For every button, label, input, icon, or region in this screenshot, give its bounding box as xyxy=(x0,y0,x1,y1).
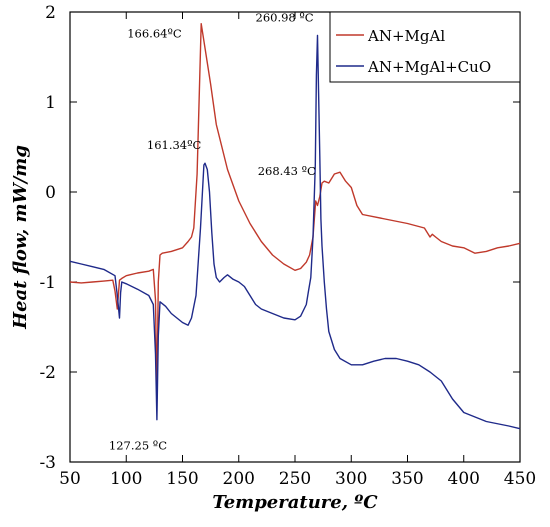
x-tick-label: 400 xyxy=(448,469,480,489)
y-tick-label: -3 xyxy=(39,453,56,473)
x-tick-label: 450 xyxy=(504,469,536,489)
x-tick-label: 350 xyxy=(391,469,423,489)
legend-label-an-mgal-cuo: AN+MgAl+CuO xyxy=(367,58,491,76)
x-tick-label: 250 xyxy=(279,469,311,489)
series-layer xyxy=(69,23,521,430)
annotation-label: 166.64ºC xyxy=(127,27,182,41)
y-tick-label: -1 xyxy=(39,273,56,293)
y-axis-title: Heat flow, mW/mg xyxy=(10,145,31,330)
annotation-label: 127.25 ºC xyxy=(109,439,167,453)
series-line-an-mgal-cuo xyxy=(69,34,521,430)
y-tick-label: 2 xyxy=(45,3,56,23)
x-tick-label: 100 xyxy=(110,469,142,489)
x-tick-label: 150 xyxy=(166,469,198,489)
tick-labels: 50 100 150 200 250 300 350 400 450 -3 -2 -1 0 1 2 xyxy=(39,3,536,489)
x-tick-label: 300 xyxy=(335,469,367,489)
y-tick-label: 1 xyxy=(45,93,56,113)
annotation-label: 161.34ºC xyxy=(147,138,202,152)
annotations: 166.64ºC 260.98 ºC 161.34ºC 268.43 ºC 127.25… xyxy=(109,10,316,452)
annotation-label: 260.98 ºC xyxy=(256,10,314,24)
annotation-label: 268.43 ºC xyxy=(258,164,316,178)
legend: AN+MgAl AN+MgAl+CuO xyxy=(329,11,521,83)
x-tick-label: 50 xyxy=(59,469,81,489)
y-tick-label: -2 xyxy=(39,363,56,383)
x-axis-title: Temperature, ºC xyxy=(212,492,378,513)
x-tick-label: 200 xyxy=(223,469,255,489)
legend-label-an-mgal: AN+MgAl xyxy=(367,27,445,45)
series-line-an-mgal xyxy=(69,23,521,400)
y-tick-label: 0 xyxy=(45,183,56,203)
legend-box xyxy=(329,11,521,83)
